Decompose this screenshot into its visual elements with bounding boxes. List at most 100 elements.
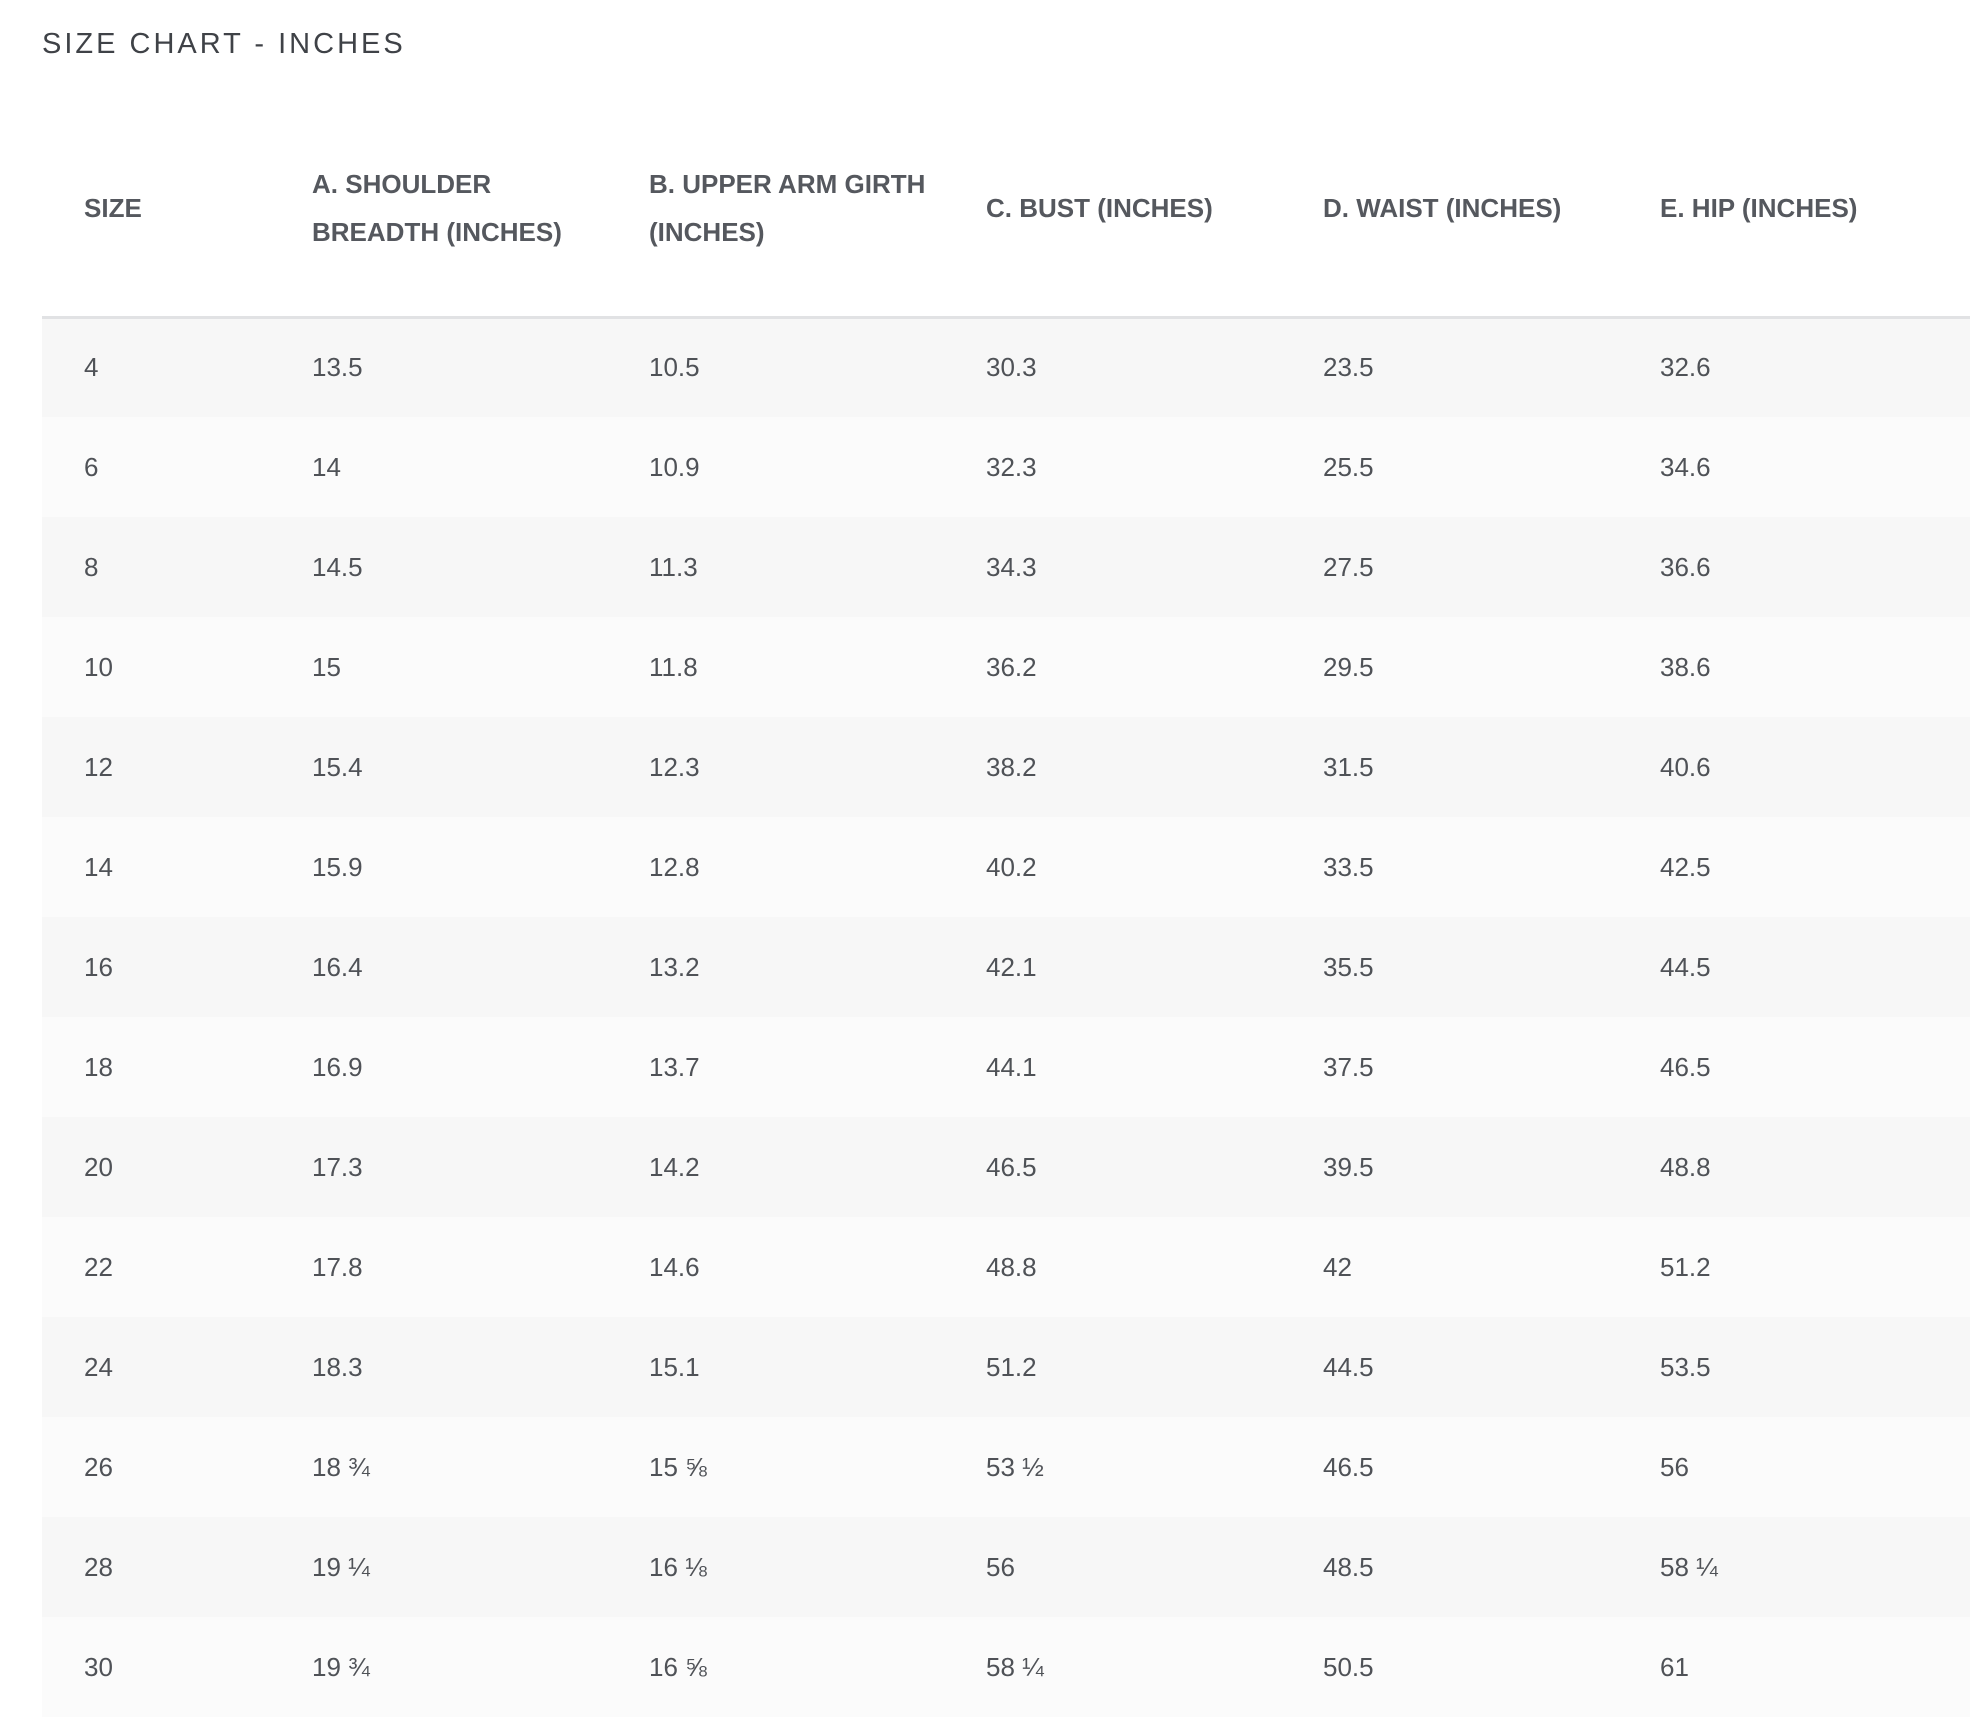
cell-upper-arm-girth: 15.1 bbox=[649, 1351, 700, 1382]
cell-shoulder-breadth: 15 bbox=[312, 651, 341, 682]
cell-upper-arm-girth: 10.5 bbox=[649, 352, 700, 383]
cell-shoulder-breadth: 16.9 bbox=[312, 1051, 363, 1082]
cell-waist: 46.5 bbox=[1323, 1451, 1374, 1482]
header-bust: C. BUST (INCHES) bbox=[986, 100, 1323, 319]
table-row: 20 17.3 14.2 46.5 39.5 48.8 bbox=[42, 1117, 1970, 1217]
cell-waist: 29.5 bbox=[1323, 651, 1374, 682]
cell-bust: 53 ½ bbox=[986, 1451, 1044, 1482]
table-header: SIZE A. SHOULDER BREADTH (INCHES) B. UPP… bbox=[42, 100, 1970, 319]
cell-shoulder-breadth: 15.4 bbox=[312, 751, 363, 782]
cell-shoulder-breadth: 17.3 bbox=[312, 1151, 363, 1182]
cell-bust: 58 ¼ bbox=[986, 1651, 1044, 1682]
table-row: 28 19 ¼ 16 ⅛ 56 48.5 58 ¼ bbox=[42, 1517, 1970, 1617]
cell-size: 16 bbox=[84, 951, 113, 982]
cell-hip: 48.8 bbox=[1660, 1151, 1711, 1182]
page-title: SIZE CHART - INCHES bbox=[42, 28, 406, 60]
cell-hip: 42.5 bbox=[1660, 851, 1711, 882]
cell-size: 4 bbox=[84, 352, 99, 383]
header-size: SIZE bbox=[42, 100, 312, 319]
cell-bust: 30.3 bbox=[986, 352, 1037, 383]
cell-size: 20 bbox=[84, 1151, 113, 1182]
cell-shoulder-breadth: 13.5 bbox=[312, 352, 363, 383]
cell-upper-arm-girth: 13.2 bbox=[649, 951, 700, 982]
cell-size: 22 bbox=[84, 1251, 113, 1282]
cell-upper-arm-girth: 12.3 bbox=[649, 751, 700, 782]
cell-upper-arm-girth: 14.2 bbox=[649, 1151, 700, 1182]
cell-bust: 34.3 bbox=[986, 551, 1037, 582]
table-row: 22 17.8 14.6 48.8 42 51.2 bbox=[42, 1217, 1970, 1317]
cell-waist: 42 bbox=[1323, 1251, 1352, 1282]
table-body: 4 13.5 10.5 30.3 23.5 32.6 6 14 10.9 32.3 25.5 34.6… bbox=[42, 317, 1970, 1717]
cell-hip: 61 bbox=[1660, 1651, 1689, 1682]
cell-size: 14 bbox=[84, 851, 113, 882]
header-upper-arm-girth: B. UPPER ARM GIRTH (INCHES) bbox=[649, 100, 986, 319]
cell-size: 26 bbox=[84, 1451, 113, 1482]
cell-bust: 46.5 bbox=[986, 1151, 1037, 1182]
cell-shoulder-breadth: 19 ¾ bbox=[312, 1651, 370, 1682]
cell-shoulder-breadth: 18.3 bbox=[312, 1351, 363, 1382]
cell-waist: 33.5 bbox=[1323, 851, 1374, 882]
cell-bust: 56 bbox=[986, 1551, 1015, 1582]
cell-hip: 46.5 bbox=[1660, 1051, 1711, 1082]
cell-upper-arm-girth: 11.3 bbox=[649, 551, 698, 582]
size-chart-table: SIZE A. SHOULDER BREADTH (INCHES) B. UPP… bbox=[42, 100, 1970, 1717]
cell-bust: 32.3 bbox=[986, 451, 1037, 482]
cell-hip: 38.6 bbox=[1660, 651, 1711, 682]
cell-shoulder-breadth: 14 bbox=[312, 451, 341, 482]
table-row: 14 15.9 12.8 40.2 33.5 42.5 bbox=[42, 817, 1970, 917]
cell-waist: 50.5 bbox=[1323, 1651, 1374, 1682]
cell-bust: 38.2 bbox=[986, 751, 1037, 782]
cell-size: 6 bbox=[84, 451, 99, 482]
cell-upper-arm-girth: 10.9 bbox=[649, 451, 700, 482]
cell-upper-arm-girth: 13.7 bbox=[649, 1051, 700, 1082]
cell-shoulder-breadth: 16.4 bbox=[312, 951, 363, 982]
cell-waist: 27.5 bbox=[1323, 551, 1374, 582]
cell-size: 30 bbox=[84, 1651, 113, 1682]
cell-bust: 51.2 bbox=[986, 1351, 1037, 1382]
cell-hip: 36.6 bbox=[1660, 551, 1711, 582]
cell-upper-arm-girth: 11.8 bbox=[649, 651, 698, 682]
cell-hip: 56 bbox=[1660, 1451, 1689, 1482]
cell-size: 8 bbox=[84, 551, 99, 582]
table-row: 24 18.3 15.1 51.2 44.5 53.5 bbox=[42, 1317, 1970, 1417]
cell-size: 12 bbox=[84, 751, 113, 782]
cell-shoulder-breadth: 17.8 bbox=[312, 1251, 363, 1282]
table-row: 10 15 11.8 36.2 29.5 38.6 bbox=[42, 617, 1970, 717]
cell-size: 24 bbox=[84, 1351, 113, 1382]
table-row: 12 15.4 12.3 38.2 31.5 40.6 bbox=[42, 717, 1970, 817]
cell-hip: 44.5 bbox=[1660, 951, 1711, 982]
cell-bust: 44.1 bbox=[986, 1051, 1037, 1082]
cell-size: 10 bbox=[84, 651, 113, 682]
cell-upper-arm-girth: 16 ⅝ bbox=[649, 1651, 707, 1682]
table-row: 26 18 ¾ 15 ⅝ 53 ½ 46.5 56 bbox=[42, 1417, 1970, 1517]
table-row: 6 14 10.9 32.3 25.5 34.6 bbox=[42, 417, 1970, 517]
cell-hip: 58 ¼ bbox=[1660, 1551, 1718, 1582]
header-hip: E. HIP (INCHES) bbox=[1660, 100, 1970, 319]
cell-waist: 35.5 bbox=[1323, 951, 1374, 982]
cell-size: 28 bbox=[84, 1551, 113, 1582]
header-waist: D. WAIST (INCHES) bbox=[1323, 100, 1660, 319]
cell-upper-arm-girth: 15 ⅝ bbox=[649, 1451, 707, 1482]
cell-waist: 44.5 bbox=[1323, 1351, 1374, 1382]
table-row: 18 16.9 13.7 44.1 37.5 46.5 bbox=[42, 1017, 1970, 1117]
cell-size: 18 bbox=[84, 1051, 113, 1082]
table-row: 8 14.5 11.3 34.3 27.5 36.6 bbox=[42, 517, 1970, 617]
cell-waist: 48.5 bbox=[1323, 1551, 1374, 1582]
cell-hip: 34.6 bbox=[1660, 451, 1711, 482]
table-row: 16 16.4 13.2 42.1 35.5 44.5 bbox=[42, 917, 1970, 1017]
cell-bust: 42.1 bbox=[986, 951, 1037, 982]
cell-hip: 51.2 bbox=[1660, 1251, 1711, 1282]
cell-bust: 40.2 bbox=[986, 851, 1037, 882]
table-row: 4 13.5 10.5 30.3 23.5 32.6 bbox=[42, 317, 1970, 417]
header-shoulder-breadth: A. SHOULDER BREADTH (INCHES) bbox=[312, 100, 649, 319]
cell-bust: 36.2 bbox=[986, 651, 1037, 682]
cell-shoulder-breadth: 14.5 bbox=[312, 551, 363, 582]
cell-waist: 31.5 bbox=[1323, 751, 1374, 782]
table-row: 30 19 ¾ 16 ⅝ 58 ¼ 50.5 61 bbox=[42, 1617, 1970, 1717]
cell-waist: 23.5 bbox=[1323, 352, 1374, 383]
cell-hip: 53.5 bbox=[1660, 1351, 1711, 1382]
cell-shoulder-breadth: 15.9 bbox=[312, 851, 363, 882]
cell-bust: 48.8 bbox=[986, 1251, 1037, 1282]
cell-upper-arm-girth: 12.8 bbox=[649, 851, 700, 882]
cell-hip: 40.6 bbox=[1660, 751, 1711, 782]
